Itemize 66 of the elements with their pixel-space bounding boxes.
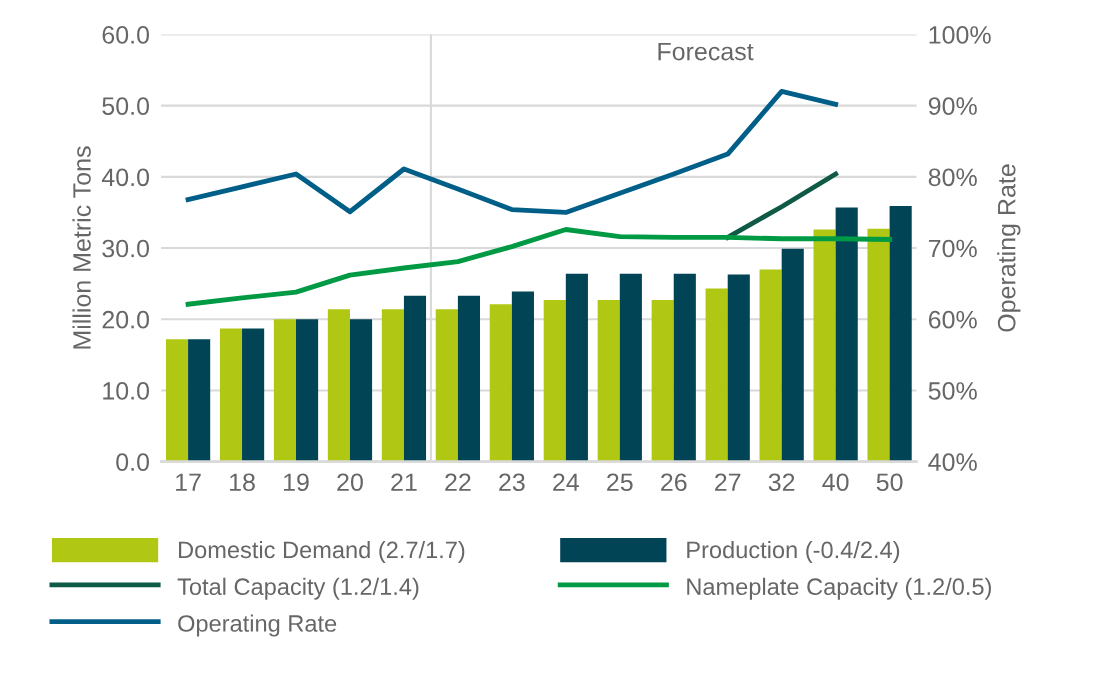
bar — [457, 295, 481, 462]
bar — [543, 300, 566, 462]
x-tick-label: 21 — [391, 473, 417, 491]
y2-tick-label: 50% — [928, 382, 977, 400]
x-tick-label: 26 — [661, 473, 687, 492]
bar — [349, 319, 373, 462]
x-tick-label: 18 — [230, 473, 255, 492]
bar — [867, 228, 890, 462]
bar — [219, 328, 243, 462]
y-tick-label: 30.0 — [102, 239, 150, 258]
legend-label: Nameplate Capacity (1.2/0.5) — [687, 577, 991, 600]
legend-label: Operating Rate — [178, 614, 337, 637]
x-tick-label: 25 — [607, 473, 633, 492]
bar — [781, 248, 804, 462]
bar — [705, 288, 728, 462]
bar — [381, 309, 404, 462]
bar — [759, 269, 782, 462]
bar — [435, 309, 458, 462]
bar — [813, 229, 836, 462]
y-tick-label: 20.0 — [102, 310, 150, 329]
legend-label: Total Capacity (1.2/1.4) — [177, 577, 419, 600]
bar — [165, 339, 189, 462]
x-tick-label: 19 — [284, 473, 309, 492]
bar — [188, 339, 211, 462]
y-tick-label: 50.0 — [102, 97, 150, 115]
y2-tick-label: 80% — [928, 168, 977, 187]
x-tick-label: 20 — [337, 473, 363, 492]
bar — [835, 207, 858, 462]
x-tick-label: 40 — [822, 473, 849, 492]
y2-axis-title: Operating Rate — [997, 164, 1021, 332]
bar — [327, 309, 350, 462]
bar — [651, 300, 674, 462]
bar — [296, 319, 319, 462]
x-tick-label: 50 — [876, 473, 903, 492]
y2-tick-label: 40% — [928, 453, 977, 471]
bar — [889, 206, 912, 462]
y-tick-label: 0.0 — [116, 453, 150, 471]
bar — [565, 273, 588, 462]
x-tick-label: 27 — [715, 473, 741, 491]
x-tick-label: 17 — [176, 473, 201, 491]
y-tick-label: 10.0 — [103, 382, 150, 400]
line-series — [185, 227, 893, 307]
bar — [489, 304, 512, 462]
x-tick-label: 24 — [553, 473, 579, 491]
annotation: Forecast — [658, 42, 754, 61]
x-tick-label: 32 — [768, 473, 795, 492]
y2-tick-label: 60% — [928, 310, 977, 329]
bar — [273, 319, 296, 462]
bar — [403, 295, 427, 462]
bar — [242, 328, 265, 462]
y2-tick-label: 90% — [928, 97, 977, 115]
y-axis-title: Million Metric Tons — [72, 146, 91, 349]
x-tick-label: 22 — [445, 473, 471, 491]
bar — [673, 273, 696, 462]
y-tick-label: 40.0 — [101, 168, 150, 187]
x-tick-label: 23 — [499, 473, 525, 492]
bar — [511, 291, 534, 462]
y2-tick-label: 70% — [928, 239, 977, 258]
bar — [597, 300, 620, 462]
bar — [619, 273, 642, 462]
bar — [727, 274, 750, 462]
legend-label: Production (-0.4/2.4) — [687, 540, 900, 563]
legend-label: Domestic Demand (2.7/1.7) — [179, 540, 465, 563]
y2-tick-label: 100% — [929, 26, 991, 44]
y-tick-label: 60.0 — [102, 26, 150, 44]
line-series — [185, 88, 839, 215]
